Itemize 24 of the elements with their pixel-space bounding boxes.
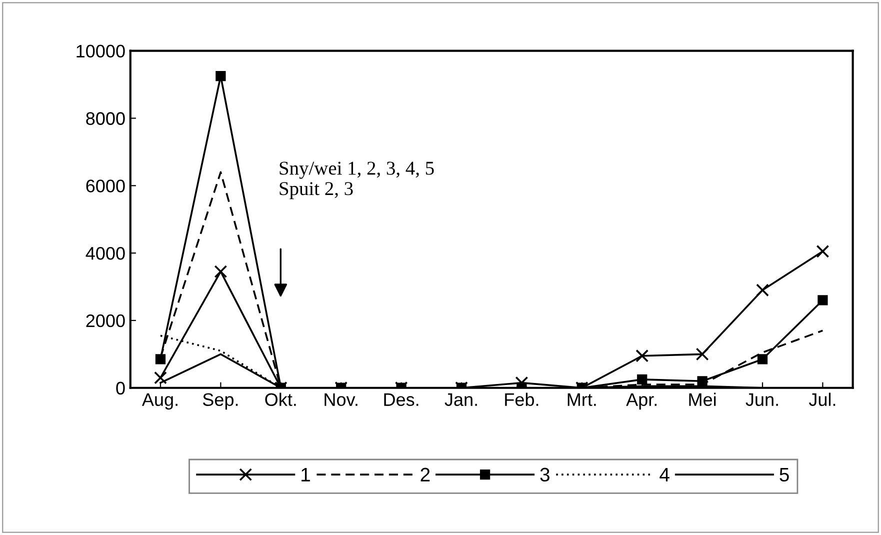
legend-label: 4 [660, 468, 670, 482]
x-tick-label: Jan. [444, 393, 477, 406]
x-tick-label: Des. [384, 393, 418, 406]
legend-label: 3 [540, 468, 550, 482]
x-tick-label: Mrt. [568, 393, 596, 406]
legend-label: 2 [420, 468, 430, 482]
y-tick-label: 6000 [86, 180, 125, 192]
x-tick-label: Apr. [626, 393, 657, 410]
x-tick-label: Mei [689, 392, 716, 406]
x-tick-label: Sep. [202, 393, 238, 410]
x-tick-label: Jun. [746, 393, 778, 406]
y-tick-label: 4000 [86, 246, 125, 260]
y-tick-label: 2000 [86, 314, 125, 328]
legend-label: 1 [302, 468, 310, 482]
y-tick-label: 0 [116, 382, 125, 395]
x-tick-label: Nov. [324, 393, 358, 406]
legend-label: 5 [780, 468, 789, 482]
x-tick-label: Feb. [505, 392, 538, 406]
annotation: Sny/wei 1, 2, 3, 4, 5 Spuit 2, 3 [280, 162, 434, 200]
y-tick-label: 10000 [76, 44, 125, 58]
y-tick-label: 8000 [86, 112, 125, 125]
x-tick-label: Aug. [142, 393, 178, 410]
x-tick-label: Okt. [265, 392, 296, 406]
x-tick-label: Jul. [808, 392, 836, 406]
